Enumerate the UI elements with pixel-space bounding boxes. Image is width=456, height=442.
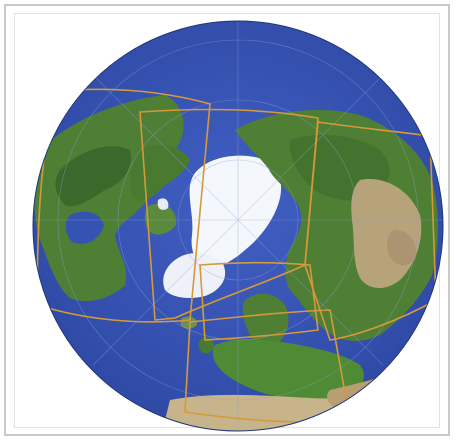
- land-desert-patch: [387, 230, 417, 266]
- domain-box-inner: [199, 261, 319, 341]
- landmass-uk: [198, 337, 214, 354]
- domain-box-north-america: [36, 88, 211, 323]
- sea-ice-fragments: [157, 198, 169, 210]
- landmass-iceland: [180, 316, 198, 329]
- landmass-arctic-islands-2: [144, 203, 177, 235]
- landmass-north-america-shade: [55, 146, 131, 207]
- globe-outline: [32, 20, 444, 432]
- graticule: [33, 21, 443, 430]
- globe-contents: [33, 21, 443, 431]
- hudson-bay: [65, 211, 104, 245]
- sea-ice-arctic: [189, 155, 282, 269]
- landmass-europe: [212, 339, 364, 401]
- landmass-north-america: [34, 95, 184, 302]
